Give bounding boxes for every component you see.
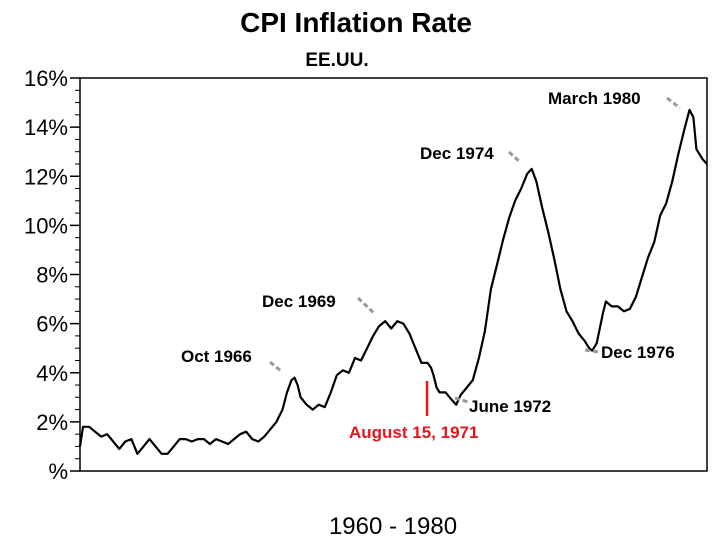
annotation-oct-1966: Oct 1966 bbox=[181, 347, 252, 366]
y-tick-label: 10% bbox=[24, 213, 68, 238]
chart-title: CPI Inflation Rate bbox=[240, 7, 472, 38]
y-tick-label: % bbox=[48, 459, 68, 484]
y-tick-label: 14% bbox=[24, 115, 68, 140]
y-tick-label: 16% bbox=[24, 66, 68, 91]
inflation-series-line bbox=[78, 108, 708, 455]
leader-dec-1976 bbox=[584, 348, 600, 354]
leader-dec-1969 bbox=[356, 296, 376, 315]
leader-dec-1974 bbox=[507, 150, 522, 164]
plot-area bbox=[79, 77, 708, 472]
y-tick-label: 2% bbox=[36, 410, 68, 435]
y-tick-label: 6% bbox=[36, 312, 68, 337]
chart-subtitle: EE.UU. bbox=[305, 50, 368, 71]
annotation-leaders bbox=[269, 96, 681, 416]
annotation-dec-1969: Dec 1969 bbox=[262, 292, 336, 311]
y-tick-label: 4% bbox=[36, 361, 68, 386]
annotation-june-1972: June 1972 bbox=[469, 397, 551, 416]
annotation-dec-1974: Dec 1974 bbox=[420, 144, 494, 163]
annotation-august-15-1971: August 15, 1971 bbox=[349, 423, 478, 442]
annotation-dec-1976: Dec 1976 bbox=[601, 343, 675, 362]
y-axis-minor-ticks bbox=[75, 89, 80, 460]
y-tick-label: 12% bbox=[24, 164, 68, 189]
y-tick-label: 8% bbox=[36, 263, 68, 288]
y-axis: % 2% 4% 6% 8% 10% 12% 14% 16% bbox=[24, 66, 80, 484]
leader-june-1972 bbox=[454, 396, 469, 404]
x-axis-label: 1960 - 1980 bbox=[329, 513, 457, 540]
leader-march-1980 bbox=[666, 96, 681, 110]
leader-oct-1966 bbox=[269, 360, 282, 373]
annotation-march-1980: March 1980 bbox=[548, 89, 641, 108]
